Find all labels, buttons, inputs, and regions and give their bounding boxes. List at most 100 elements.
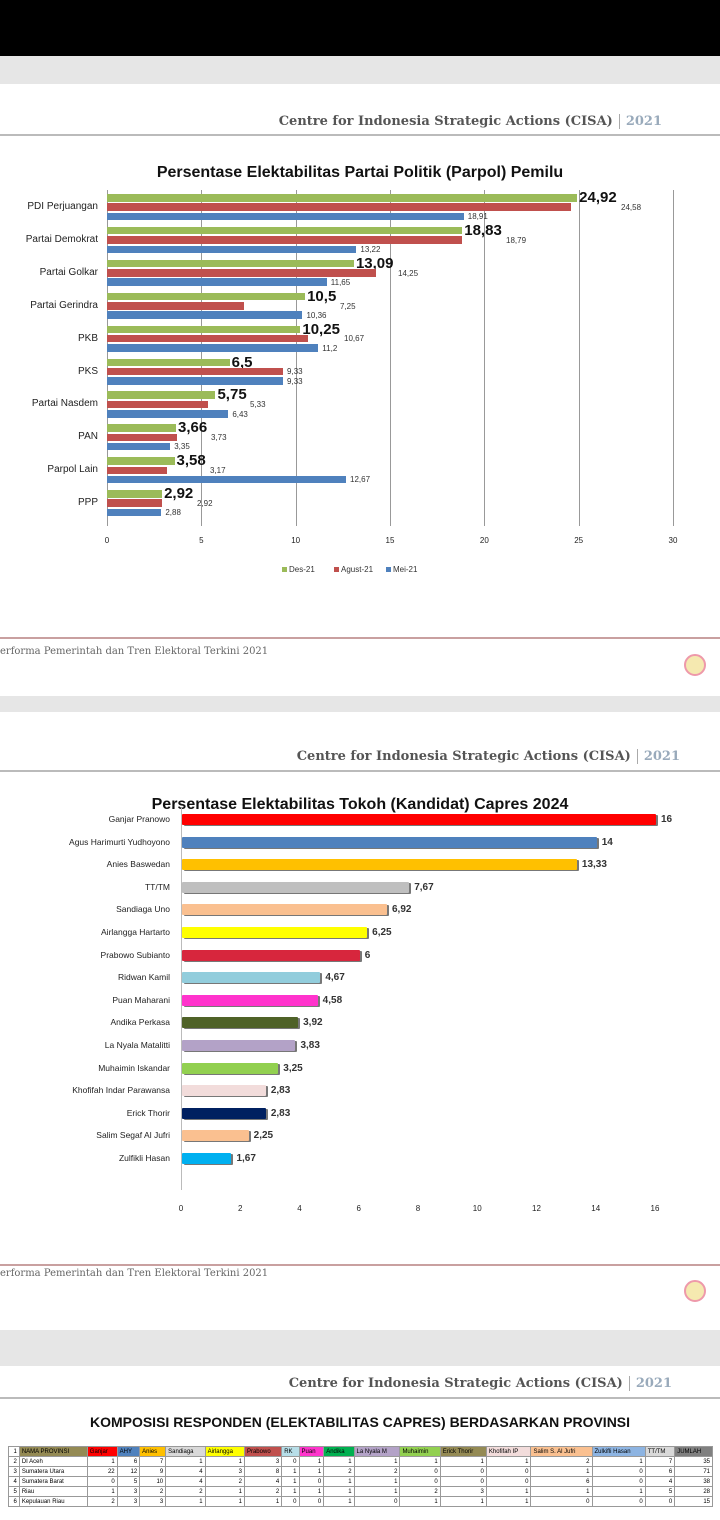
value-label: 2,92 — [197, 498, 213, 508]
bar-agust-21 — [107, 499, 163, 507]
count-cell: 1 — [281, 1486, 300, 1497]
value-label: 13,33 — [581, 859, 607, 871]
count-cell: 2 — [243, 1486, 283, 1497]
column-header: NAMA PROVINSI — [18, 1446, 88, 1457]
legend-label: Agust-21 — [341, 565, 374, 574]
category-label: TT/TM — [144, 881, 170, 892]
count-cell: 0 — [591, 1496, 646, 1507]
value-label: 14 — [601, 836, 613, 848]
slide-header: Centre for Indonesia Strategic Actions (… — [279, 114, 662, 129]
count-cell: 35 — [674, 1456, 713, 1467]
table-row: 6 Kepulauan Riau 2 3 3 1 1 1 0 0 1 0 1 1 1 0 0 0 15 — [8, 1496, 713, 1507]
bar — [182, 1085, 266, 1097]
province-cell: Sumatera Barat — [18, 1476, 88, 1487]
count-cell: 0 — [485, 1466, 532, 1477]
value-label: 3,58 — [176, 452, 206, 470]
count-cell: 1 — [298, 1456, 325, 1467]
x-tick-label: 20 — [479, 536, 489, 545]
count-cell: 1 — [165, 1496, 206, 1507]
footer-text: erforma Pemerintah dan Tren Elektoral Te… — [0, 646, 269, 657]
footer-divider — [0, 1264, 720, 1266]
row-number: 3 — [8, 1466, 20, 1477]
count-cell: 1 — [439, 1496, 487, 1507]
count-cell: 1 — [86, 1456, 118, 1467]
slide-party-chart[interactable]: Centre for Indonesia Strategic Actions (… — [0, 84, 720, 696]
table-row: 4 Sumatera Barat 0 5 10 4 2 4 1 0 1 1 0 0 0 6 0 4 38 — [8, 1476, 713, 1487]
value-label: 4,67 — [325, 972, 345, 984]
value-label: 18,79 — [506, 235, 527, 245]
value-label: 6,5 — [231, 353, 253, 371]
count-cell: 3 — [243, 1456, 283, 1467]
count-cell: 0 — [439, 1476, 487, 1487]
value-label: 1,67 — [236, 1153, 256, 1164]
value-label: 4,58 — [322, 994, 343, 1006]
count-cell: 7 — [644, 1456, 676, 1467]
count-cell: 1 — [165, 1456, 206, 1467]
gridline — [578, 190, 580, 526]
year: 2021 — [628, 1376, 672, 1391]
bar-des-21 — [107, 194, 578, 202]
count-cell: 4 — [165, 1466, 206, 1477]
bar-mei-21 — [107, 212, 464, 221]
category-label: PPP — [77, 497, 98, 509]
count-cell: 1 — [591, 1486, 646, 1497]
bar-des-21 — [107, 391, 216, 399]
count-cell: 9 — [139, 1466, 167, 1477]
row-number: 1 — [8, 1446, 20, 1457]
category-label: Puan Maharani — [112, 994, 170, 1005]
count-cell: 1 — [281, 1476, 300, 1487]
count-cell: 28 — [674, 1486, 713, 1497]
count-cell: 1 — [353, 1476, 401, 1487]
slide-respondent-table[interactable]: Centre for Indonesia Strategic Actions (… — [0, 1366, 720, 1520]
gridline — [201, 190, 203, 526]
gridline — [390, 190, 391, 526]
x-tick-label: 10 — [472, 1204, 482, 1213]
count-cell: 15 — [674, 1496, 713, 1507]
x-tick-label: 0 — [104, 536, 110, 545]
count-cell: 2 — [530, 1456, 593, 1467]
count-cell: 3 — [116, 1496, 141, 1507]
row-number: 4 — [8, 1476, 20, 1487]
count-cell: 1 — [485, 1496, 532, 1507]
category-label: Parpol Lain — [47, 464, 98, 476]
x-tick-label: 5 — [199, 536, 204, 545]
bar — [182, 994, 318, 1006]
bar-mei-21 — [107, 475, 347, 484]
count-cell: 2 — [139, 1486, 167, 1497]
category-label: PAN — [78, 431, 98, 443]
count-cell: 0 — [485, 1476, 532, 1487]
x-tick-label: 25 — [574, 536, 584, 545]
category-label: Airlangga Hartarto — [101, 927, 170, 937]
value-label: 6 — [364, 949, 371, 961]
value-label: 10,36 — [306, 310, 327, 320]
bar-des-21 — [107, 358, 230, 366]
category-label: Partai Gerindra — [30, 299, 98, 311]
count-cell: 1 — [204, 1456, 245, 1467]
value-label: 6,92 — [392, 904, 412, 916]
bar — [182, 859, 577, 871]
x-tick-label: 12 — [532, 1204, 541, 1213]
x-tick-label: 15 — [385, 536, 395, 545]
bar — [182, 927, 368, 938]
count-cell: 1 — [204, 1496, 245, 1507]
category-label: Erick Thorir — [126, 1107, 170, 1118]
value-label: 5,75 — [217, 386, 247, 404]
count-cell: 7 — [139, 1456, 167, 1467]
row-number: 6 — [8, 1496, 20, 1507]
value-label: 3,17 — [210, 466, 226, 475]
bar-mei-21 — [107, 410, 229, 418]
category-label: PKB — [77, 332, 98, 344]
slide-candidate-chart[interactable]: Centre for Indonesia Strategic Actions (… — [0, 712, 720, 1330]
count-cell: 1 — [353, 1456, 401, 1467]
column-header: Erick Thorir — [439, 1446, 487, 1457]
count-cell: 3 — [439, 1486, 487, 1497]
value-label: 3,83 — [300, 1040, 320, 1051]
slide-header: Centre for Indonesia Strategic Actions (… — [297, 749, 680, 764]
bar-des-21 — [107, 325, 301, 334]
bar-mei-21 — [107, 278, 327, 286]
bar-agust-21 — [107, 466, 167, 474]
value-label: 24,58 — [621, 202, 642, 212]
bar-des-21 — [107, 292, 306, 301]
value-label: 13,09 — [355, 254, 394, 272]
count-cell: 2 — [399, 1486, 441, 1497]
